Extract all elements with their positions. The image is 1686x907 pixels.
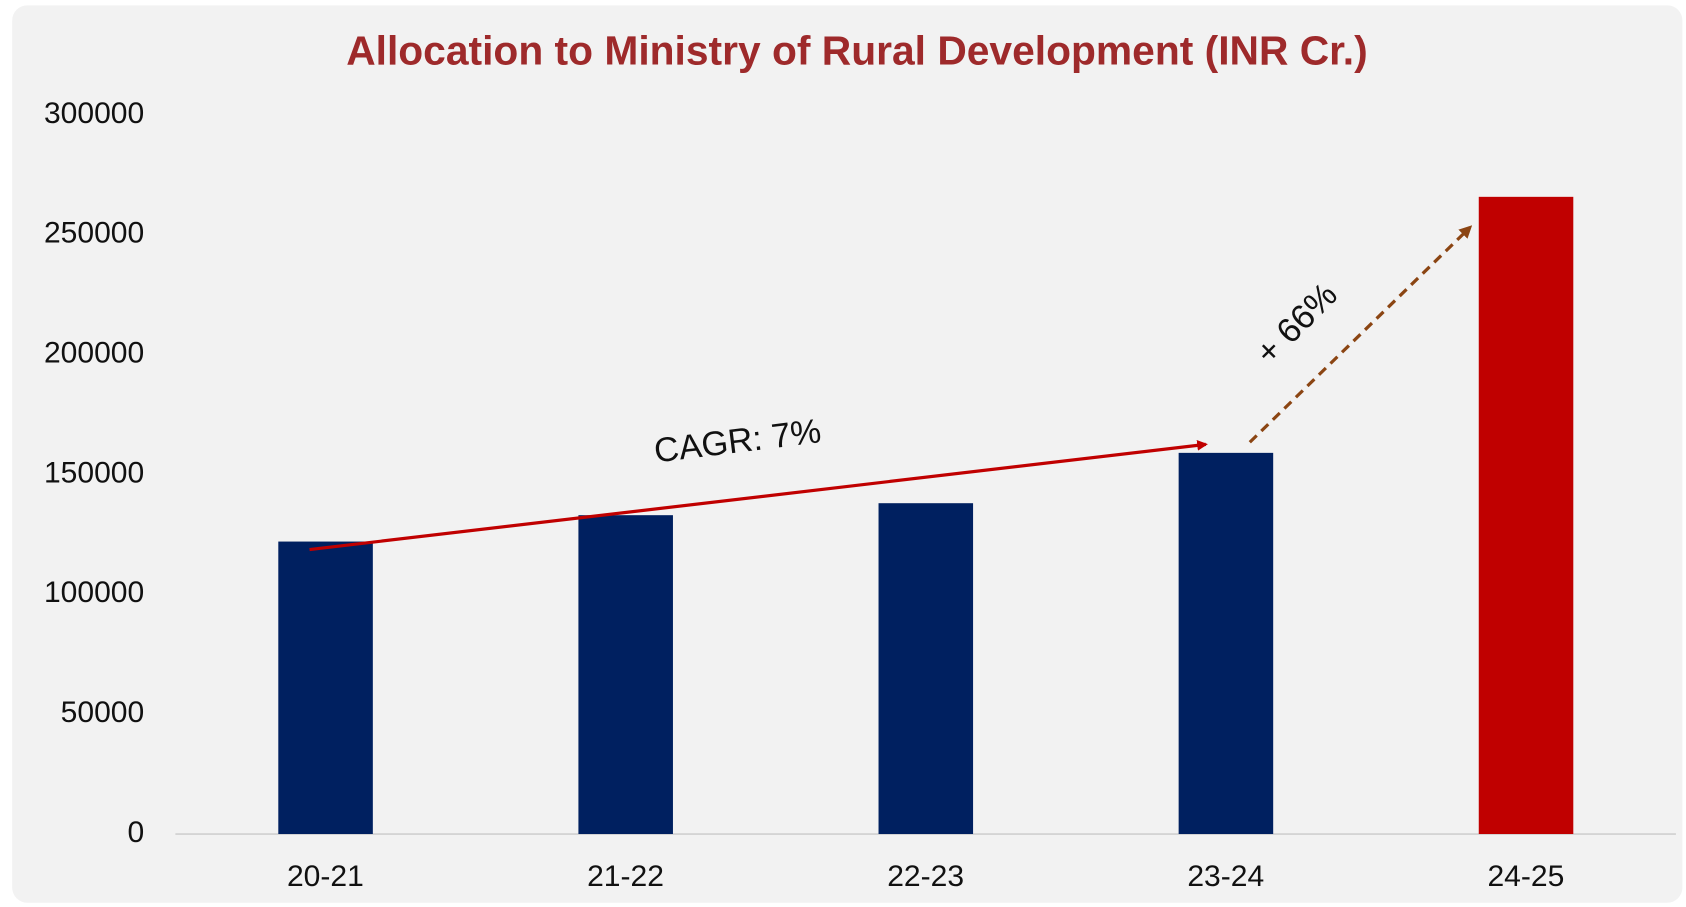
growth-arrow xyxy=(1248,225,1473,444)
x-tick-label: 21-22 xyxy=(587,860,664,893)
y-tick-label: 100000 xyxy=(44,576,144,609)
y-tick-label: 150000 xyxy=(44,456,144,489)
plot-area: 0 50000 100000 150000 200000 250000 300000 20-2… xyxy=(44,97,1676,893)
cagr-arrow xyxy=(309,440,1208,552)
y-tick-label: 0 xyxy=(128,816,145,849)
bar xyxy=(1478,196,1574,835)
y-tick-label: 200000 xyxy=(44,337,144,370)
y-tick-label: 250000 xyxy=(44,217,144,250)
x-tick-label: 23-24 xyxy=(1187,860,1264,893)
chart-title: Allocation to Ministry of Rural Developm… xyxy=(346,27,1368,73)
background xyxy=(12,5,1683,903)
x-tick-label: 20-21 xyxy=(287,860,364,893)
bar xyxy=(878,503,974,835)
bar xyxy=(578,515,673,835)
x-tick-label: 22-23 xyxy=(887,860,964,893)
x-tick-label: 24-25 xyxy=(1487,860,1564,893)
y-tick-label: 300000 xyxy=(44,97,144,130)
bar xyxy=(1178,452,1274,835)
bar xyxy=(278,541,373,835)
y-tick-label: 50000 xyxy=(61,696,145,729)
